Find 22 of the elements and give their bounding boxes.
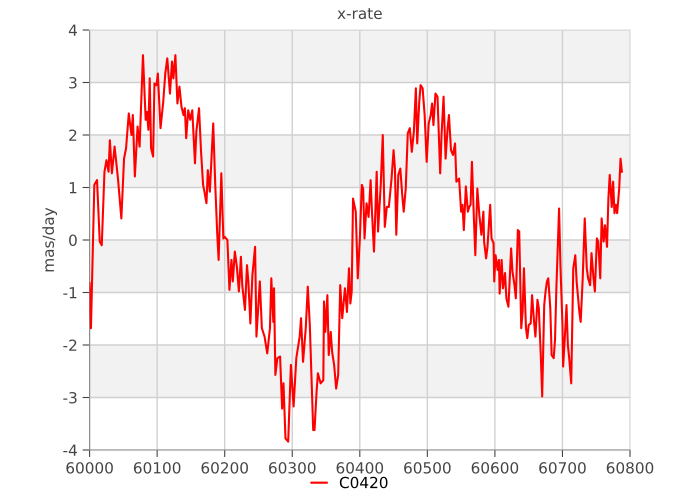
x-tick-label: 60000: [66, 462, 113, 474]
y-axis-title: mas/day: [42, 208, 58, 272]
legend-label: C0420: [340, 476, 388, 488]
y-tick-label: -1: [63, 287, 76, 298]
y-tick-label: 1: [70, 182, 76, 194]
x-tick-label: 60500: [404, 462, 451, 474]
x-tick-label: 60400: [336, 462, 384, 474]
y-tick-label: 4: [68, 24, 77, 36]
x-tick-label: 60600: [472, 462, 518, 474]
y-tick-label: 2: [69, 129, 76, 141]
x-tick-label: 60700: [539, 462, 586, 474]
y-tick-label: 0: [69, 234, 77, 246]
line-series: [90, 54, 623, 443]
x-tick-label: 60200: [201, 462, 248, 474]
chart-title: x-rate: [337, 8, 382, 20]
x-tick-label: 60300: [269, 462, 316, 474]
y-tick-label: -3: [63, 392, 77, 404]
y-tick-label: -4: [63, 444, 77, 456]
y-tick-label: 3: [69, 76, 77, 89]
y-tick-label: -2: [63, 339, 76, 351]
x-tick-label: 60800: [606, 462, 654, 474]
x-tick-label: 60100: [134, 462, 180, 474]
